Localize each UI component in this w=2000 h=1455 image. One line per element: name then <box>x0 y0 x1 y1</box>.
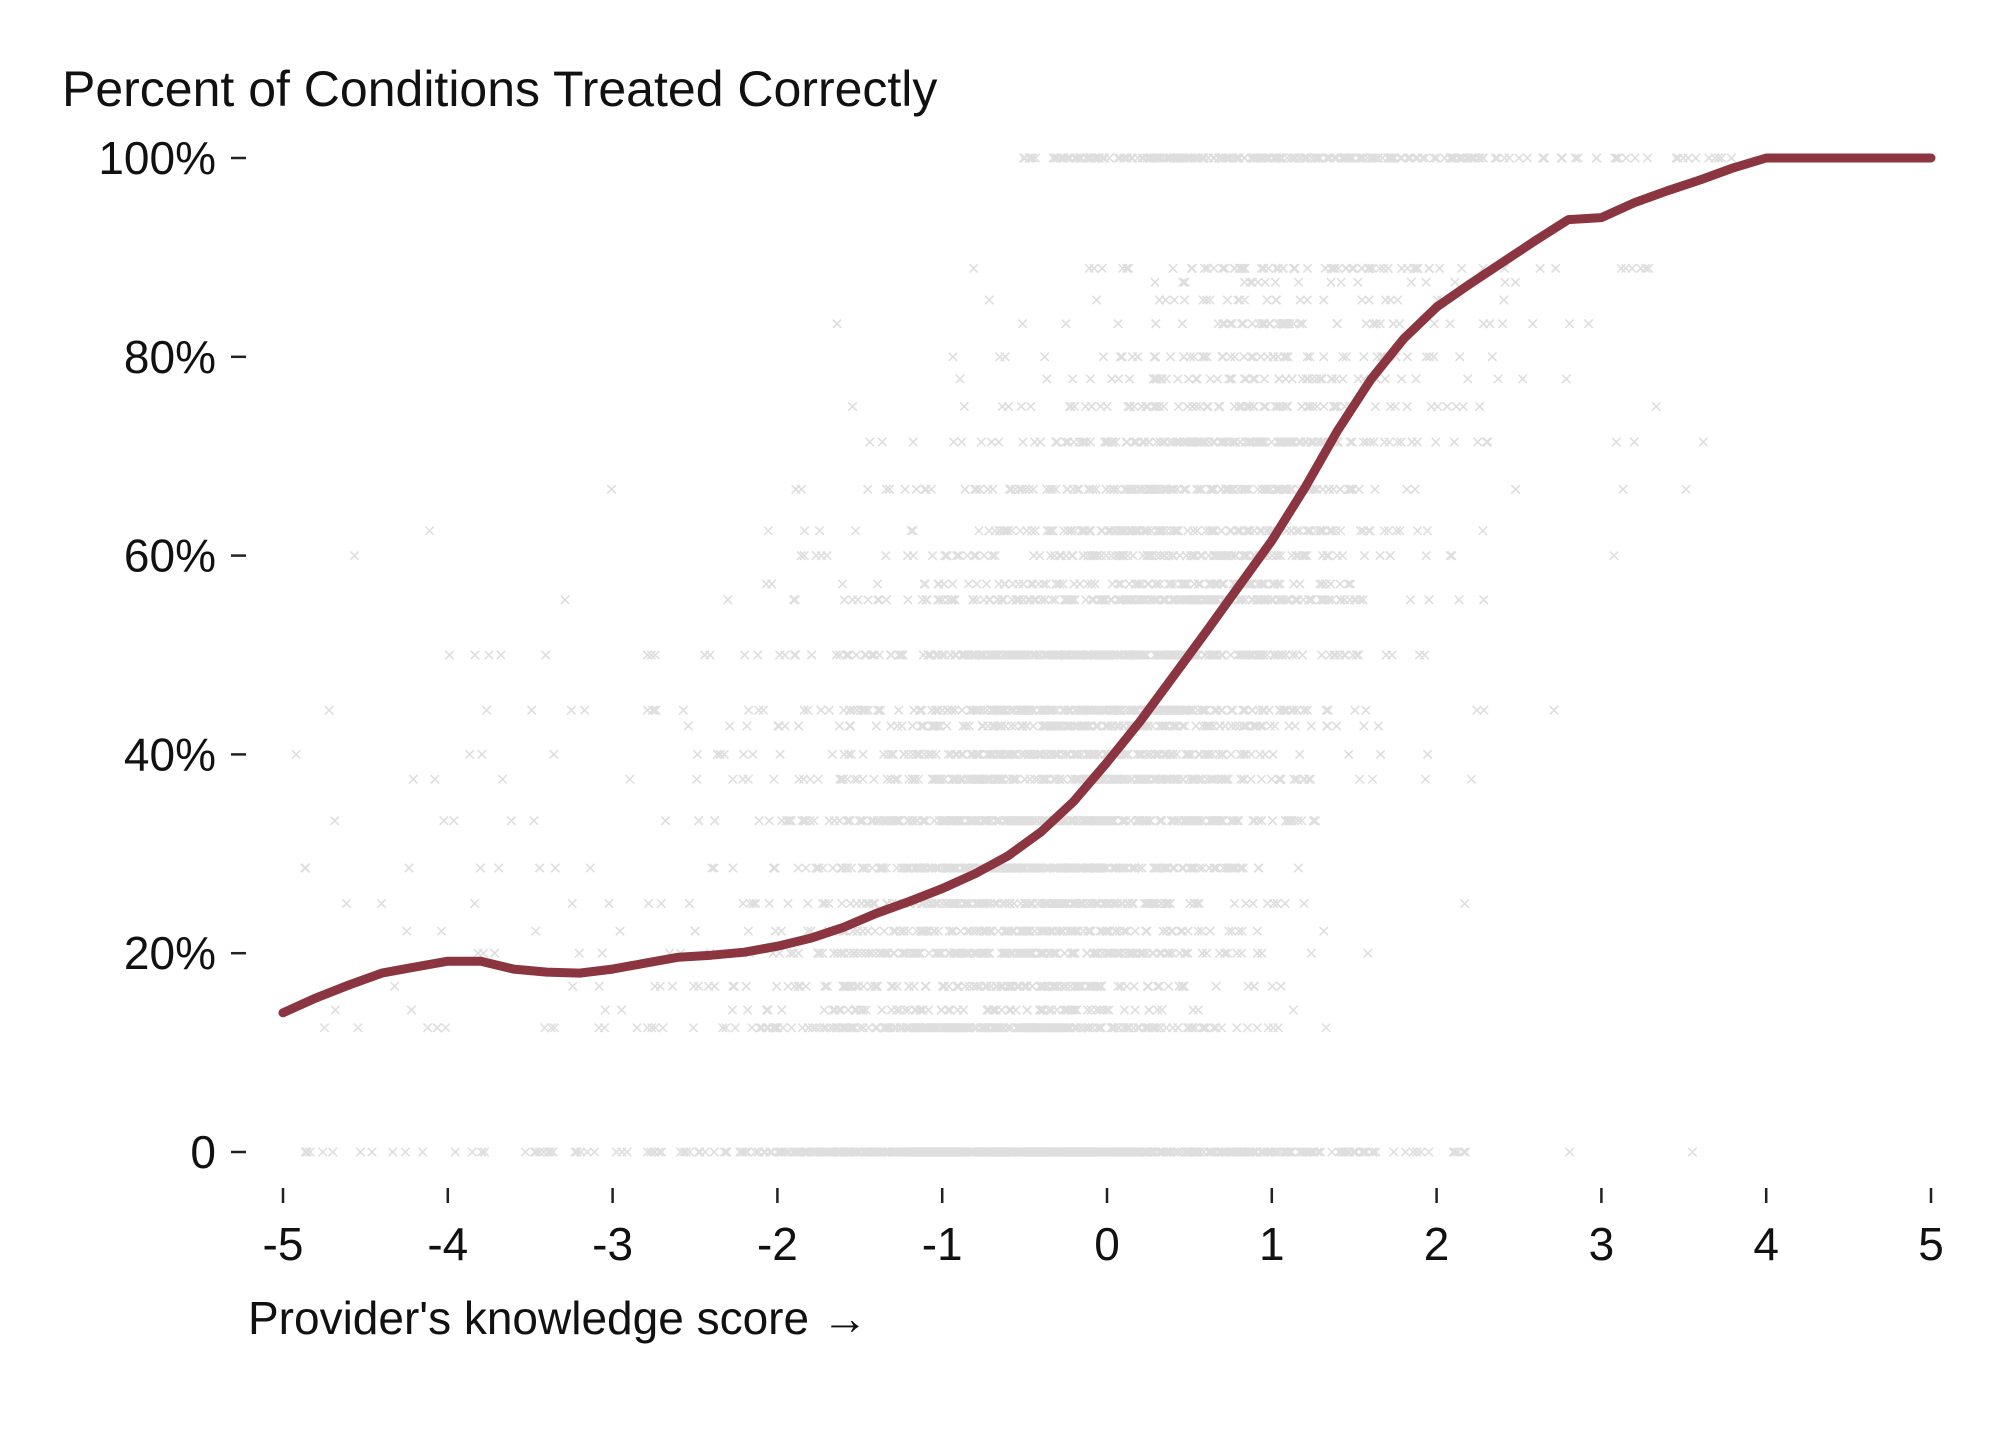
x-tick-label: 5 <box>1918 1218 1944 1270</box>
x-tick-label: 3 <box>1589 1218 1615 1270</box>
y-tick-label: 40% <box>124 728 216 780</box>
scatter-x-markers <box>291 153 1737 1157</box>
x-tick-label: -3 <box>592 1218 633 1270</box>
smoothed-line-layer <box>278 153 1936 1018</box>
x-tick-label: 1 <box>1259 1218 1285 1270</box>
x-tick-label: -1 <box>922 1218 963 1270</box>
x-axis-label: Provider's knowledge score → <box>248 1292 868 1344</box>
smoothed-line <box>278 153 1936 1018</box>
y-tick-label: 20% <box>124 927 216 979</box>
y-axis: 0 20% 40% 60% 80% 100% <box>98 132 246 1178</box>
scatter-points <box>291 153 1737 1157</box>
y-tick-label: 100% <box>98 132 216 184</box>
y-tick-label: 0 <box>190 1126 216 1178</box>
x-tick-label: -2 <box>757 1218 798 1270</box>
x-tick-label: 2 <box>1424 1218 1450 1270</box>
x-tick-label: -5 <box>263 1218 304 1270</box>
x-tick-label: -4 <box>427 1218 468 1270</box>
x-tick-label: 4 <box>1753 1218 1779 1270</box>
y-tick-label: 60% <box>124 530 216 582</box>
x-tick-label: 0 <box>1094 1218 1120 1270</box>
x-axis: -5 -4 -3 -2 -1 0 1 2 3 4 5 <box>263 1188 1944 1270</box>
y-tick-label: 80% <box>124 331 216 383</box>
chart-title: Percent of Conditions Treated Correctly <box>62 61 937 117</box>
